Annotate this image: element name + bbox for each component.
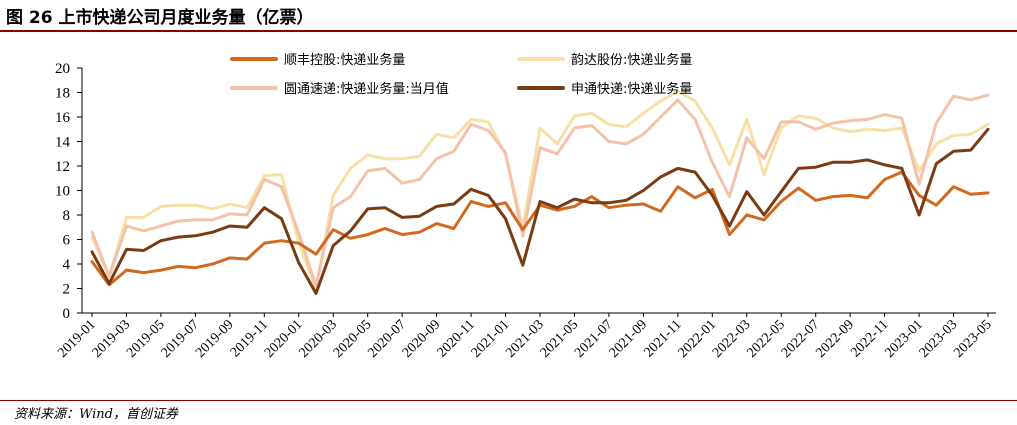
y-tick-label: 4	[63, 257, 71, 273]
y-tick-label: 0	[63, 306, 71, 322]
bottom-rule	[0, 400, 1017, 401]
x-tick-label: 2021-07	[572, 317, 616, 361]
x-tick-label: 2019-09	[193, 317, 237, 361]
series-layer	[90, 89, 990, 295]
x-tick-label: 2021-01	[469, 317, 513, 361]
series-line-3	[90, 127, 990, 295]
legend-label-3: 申通快递:快递业务量	[571, 81, 692, 97]
x-tick-label: 2020-01	[262, 317, 306, 361]
legend-label-2: 圆通速递:快递业务量:当月值	[284, 81, 449, 97]
x-tick-label: 2023-01	[882, 317, 926, 361]
series-line-1	[90, 89, 990, 290]
y-tick-label: 16	[55, 110, 71, 126]
legend-label-0: 顺丰控股:快递业务量	[284, 52, 405, 68]
y-tick-label: 14	[55, 135, 71, 151]
x-tick-label: 2021-09	[607, 317, 651, 361]
x-tick-label: 2021-03	[503, 317, 547, 361]
series-line-2	[90, 93, 990, 288]
x-tick-label: 2023-05	[951, 317, 995, 361]
x-tick-label: 2020-07	[365, 317, 409, 361]
y-axis: 0 2 4 6 8 10 12 14 16 18 20	[55, 61, 83, 322]
y-tick-label: 18	[55, 86, 70, 102]
x-tick-label: 2023-03	[917, 317, 961, 361]
x-tick-label: 2019-05	[124, 317, 168, 361]
y-tick-label: 6	[63, 233, 71, 249]
x-tick-label: 2022-07	[779, 317, 823, 361]
x-tick-label: 2022-05	[744, 317, 788, 361]
y-tick-label: 8	[63, 208, 71, 224]
y-tick-label: 10	[55, 184, 70, 200]
x-axis: 2019-012019-032019-052019-072019-092019-…	[55, 312, 996, 361]
title-bar: 图 26 上市快递公司月度业务量（亿票）	[0, 0, 1017, 30]
figure-title: 图 26 上市快递公司月度业务量（亿票）	[6, 8, 314, 28]
x-tick-label: 2019-07	[159, 317, 203, 361]
x-tick-label: 2022-01	[676, 317, 720, 361]
x-tick-label: 2020-05	[331, 317, 375, 361]
x-tick-label: 2019-03	[90, 317, 134, 361]
y-tick-label: 2	[63, 282, 71, 298]
source-note: 资料来源：Wind，首创证券	[14, 407, 178, 422]
x-tick-label: 2020-09	[400, 317, 444, 361]
legend-label-1: 韵达股份:快递业务量	[571, 52, 692, 68]
title-rule	[0, 30, 1017, 32]
x-tick-label: 2021-05	[538, 317, 582, 361]
x-tick-label: 2019-01	[55, 317, 99, 361]
x-tick-label: 2022-09	[813, 317, 857, 361]
y-tick-label: 12	[55, 159, 70, 175]
x-tick-label: 2022-03	[710, 317, 754, 361]
y-tick-label: 20	[55, 61, 70, 77]
x-tick-label: 2020-03	[296, 317, 340, 361]
